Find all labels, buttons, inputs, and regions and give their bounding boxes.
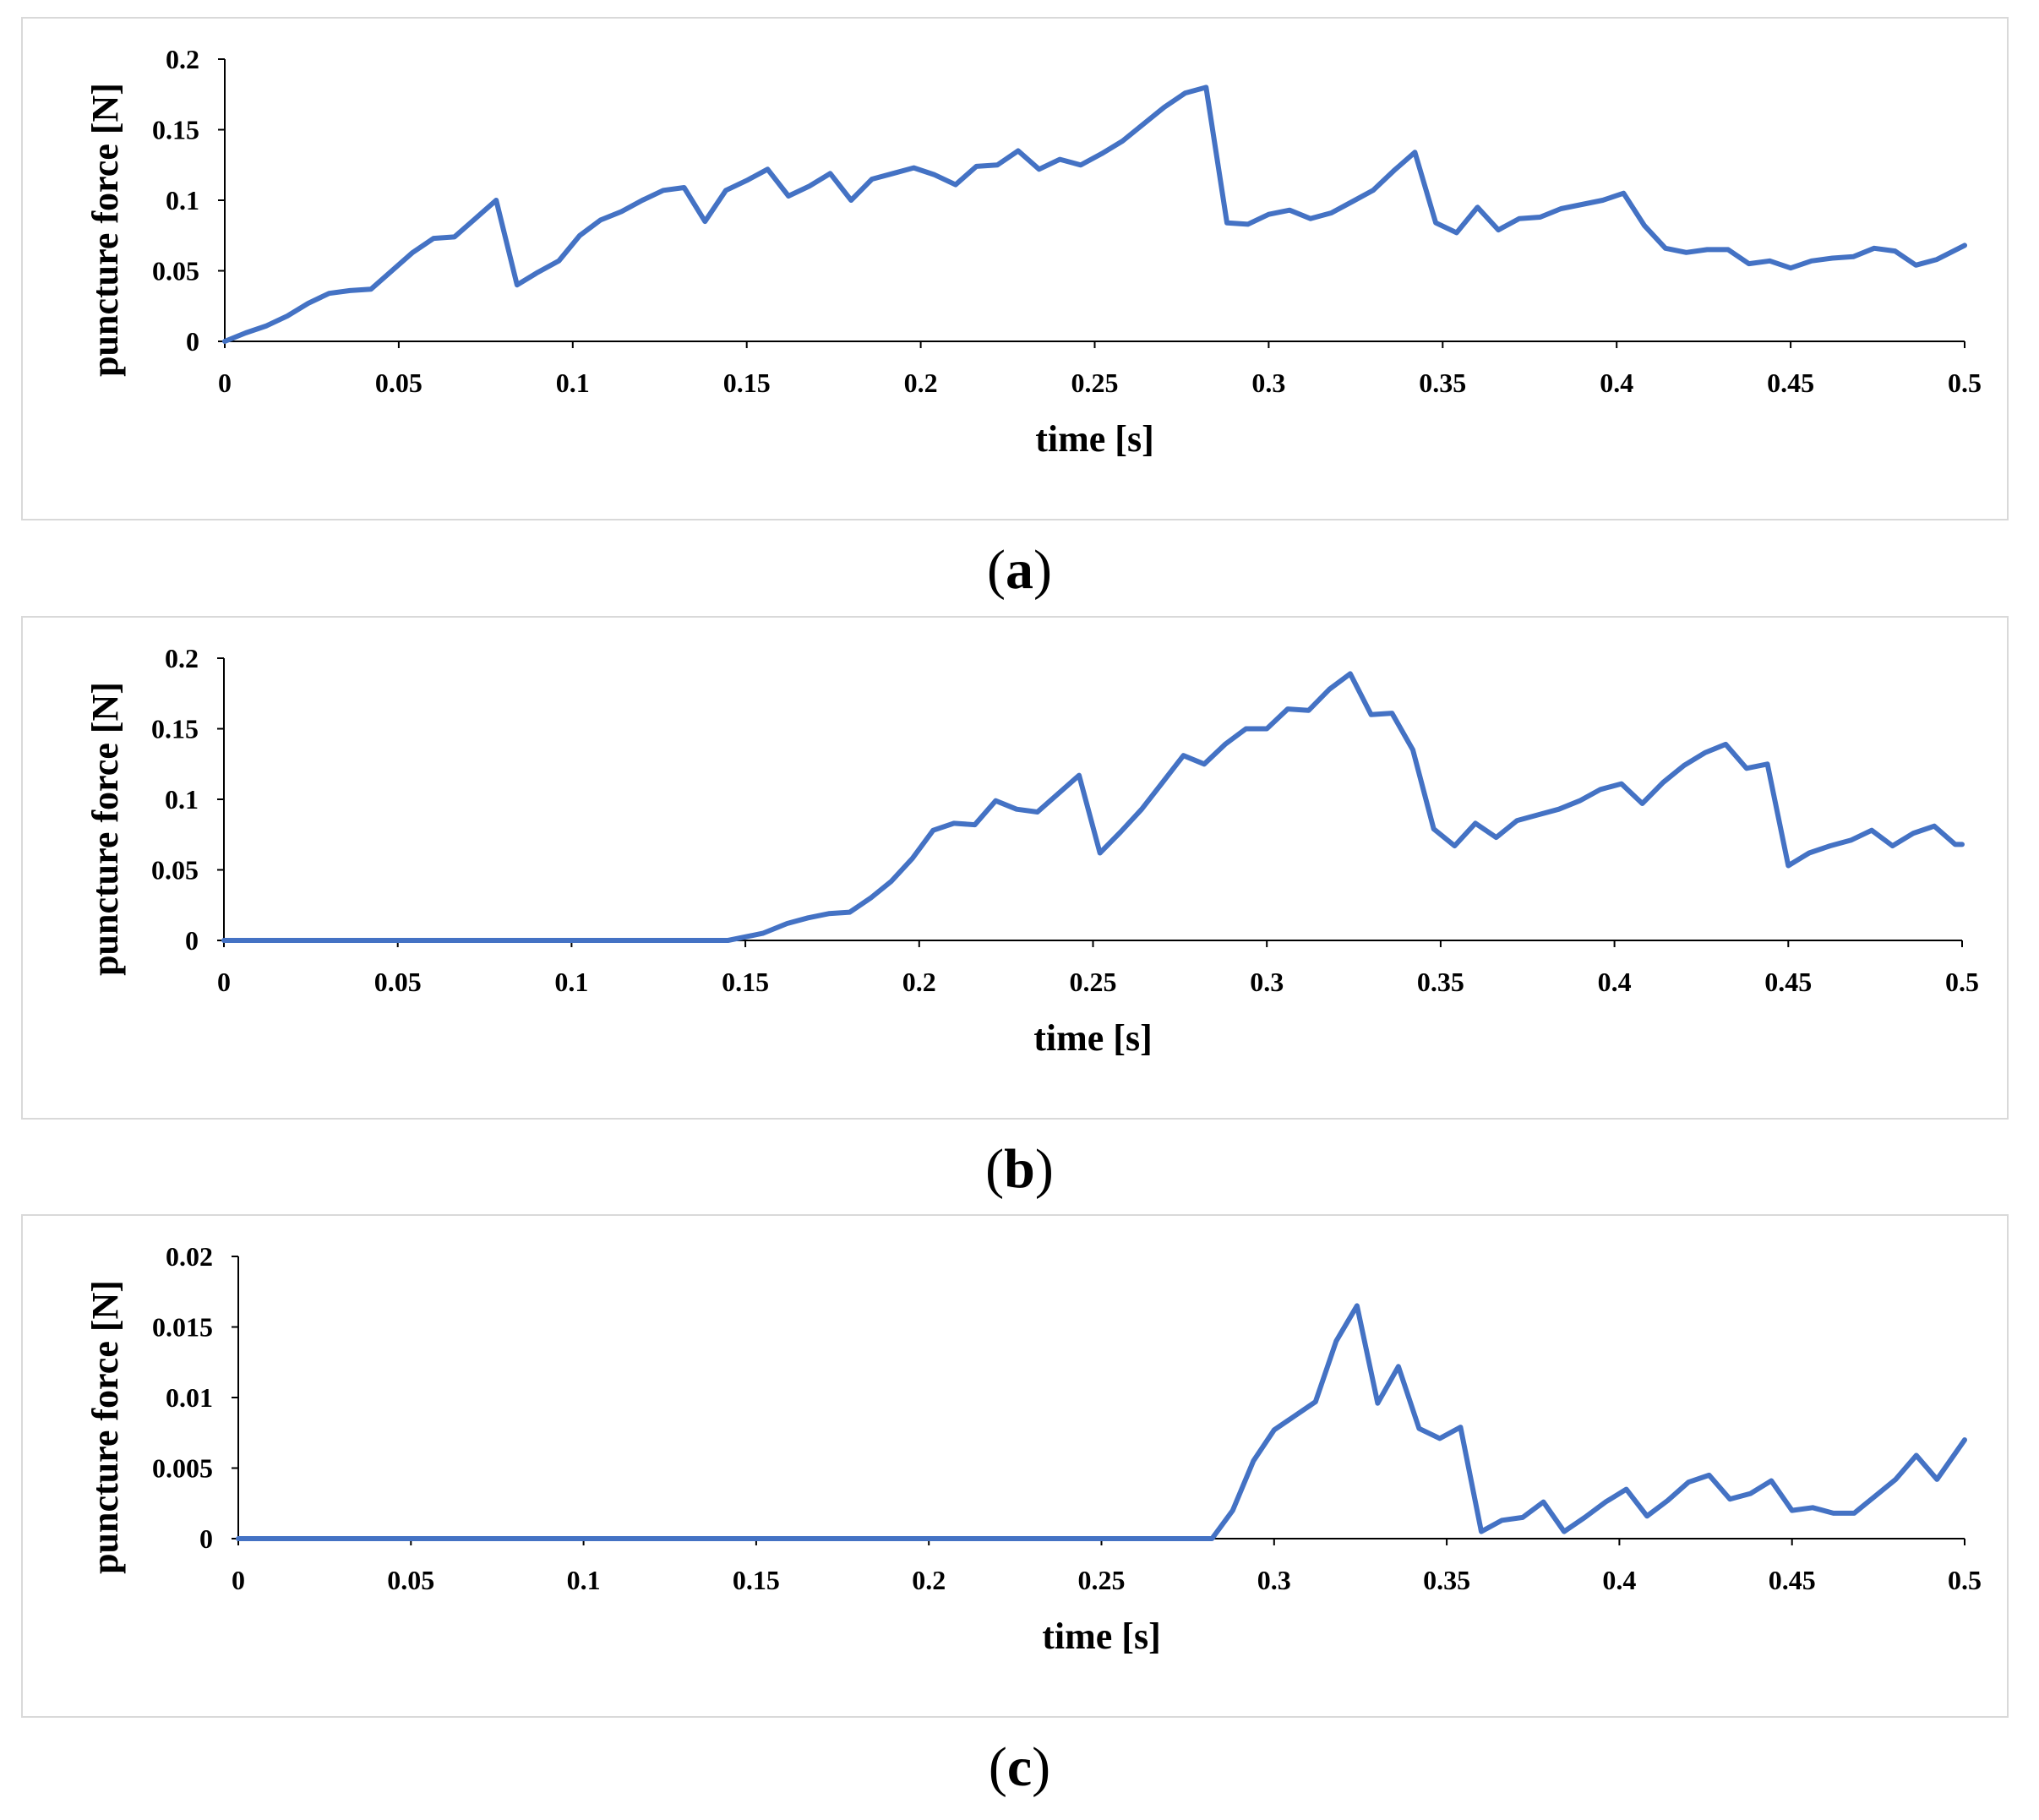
x-tick-label: 0.3 <box>1257 1565 1291 1595</box>
y-tick-label: 0.1 <box>165 784 199 815</box>
x-tick-label: 0.1 <box>554 967 588 997</box>
x-tick-label: 0 <box>217 967 231 997</box>
x-tick-label: 0.5 <box>1945 967 1979 997</box>
x-tick-label: 0.05 <box>375 368 423 398</box>
y-tick-label: 0.1 <box>166 185 199 215</box>
x-tick-label: 0.35 <box>1417 967 1464 997</box>
y-axis-label: puncture force [N] <box>85 83 126 377</box>
chart-panel-b: 0 0.05 0.1 0.15 0.2 0 0.05 0.1 0.15 0.2 0.25 0.3 0.3… <box>21 616 2009 1120</box>
series-line <box>236 1303 1967 1541</box>
x-tick-label: 0.5 <box>1948 1565 1982 1595</box>
y-tick-label: 0.15 <box>152 115 199 145</box>
x-tick-label: 0.4 <box>1602 1565 1636 1595</box>
x-tick-label: 0.35 <box>1419 368 1466 398</box>
y-tick-label: 0.2 <box>166 44 199 74</box>
y-tick-label: 0.015 <box>152 1312 213 1343</box>
caption-a: (a) <box>987 539 1052 601</box>
y-axis-label: puncture force [N] <box>85 682 126 976</box>
x-tick-label: 0.45 <box>1764 967 1812 997</box>
x-tick-label: 0.2 <box>912 1565 946 1595</box>
x-axis-label: time [s] <box>1042 1616 1161 1657</box>
x-tick-label: 0.2 <box>902 967 936 997</box>
y-tick-label: 0.02 <box>166 1241 213 1272</box>
x-tick-label: 0.2 <box>904 368 938 398</box>
y-tick-label: 0 <box>199 1523 213 1554</box>
chart-a: 0 0.05 0.1 0.15 0.2 0 0.05 0.1 0.15 0.2 0.25 0.3 0.3… <box>85 44 1982 460</box>
y-axis-label: puncture force [N] <box>85 1280 126 1574</box>
y-tick-label: 0.05 <box>151 855 199 885</box>
x-tick-label: 0.25 <box>1070 967 1117 997</box>
y-tick-label: 0.01 <box>166 1382 213 1413</box>
y-tick-label: 0 <box>186 326 199 357</box>
x-tick-label: 0.15 <box>722 967 769 997</box>
y-tick-label: 0.15 <box>151 714 199 744</box>
chart-b: 0 0.05 0.1 0.15 0.2 0 0.05 0.1 0.15 0.2 0.25 0.3 0.3… <box>85 643 1979 1059</box>
x-tick-label: 0.05 <box>374 967 422 997</box>
x-tick-label: 0.15 <box>733 1565 780 1595</box>
x-tick-label: 0.3 <box>1251 368 1285 398</box>
x-axis-label: time [s] <box>1035 418 1154 460</box>
x-tick-label: 0.25 <box>1071 368 1119 398</box>
y-tick-label: 0.2 <box>165 643 199 673</box>
x-tick-label: 0.05 <box>387 1565 434 1595</box>
x-axis-label: time [s] <box>1033 1017 1153 1059</box>
x-tick-label: 0.15 <box>723 368 771 398</box>
x-tick-label: 0.3 <box>1250 967 1284 997</box>
x-tick-label: 0.4 <box>1600 368 1633 398</box>
caption-b: (b) <box>985 1138 1054 1200</box>
x-tick-label: 0.35 <box>1423 1565 1470 1595</box>
x-tick-label: 0 <box>232 1565 245 1595</box>
x-tick-label: 0.1 <box>567 1565 601 1595</box>
x-tick-label: 0.45 <box>1769 1565 1816 1595</box>
y-tick-label: 0.005 <box>152 1453 213 1484</box>
y-tick-label: 0 <box>185 925 199 956</box>
x-tick-label: 0.5 <box>1948 368 1982 398</box>
series-line <box>222 84 1967 344</box>
x-tick-label: 0.25 <box>1078 1565 1126 1595</box>
caption-c: (c) <box>988 1736 1051 1798</box>
y-tick-label: 0.05 <box>152 256 199 286</box>
x-tick-label: 0.45 <box>1767 368 1814 398</box>
x-tick-label: 0.1 <box>556 368 590 398</box>
chart-c: 0 0.005 0.01 0.015 0.02 0 0.05 0.1 0.15 0.2 0.25 0.… <box>85 1241 1982 1657</box>
chart-panel-c: 0 0.005 0.01 0.015 0.02 0 0.05 0.1 0.15 0.2 0.25 0.… <box>21 1214 2009 1718</box>
x-tick-label: 0 <box>218 368 232 398</box>
series-line <box>221 671 1965 943</box>
chart-panel-a: 0 0.05 0.1 0.15 0.2 0 0.05 0.1 0.15 0.2 0.25 0.3 0.3… <box>21 17 2009 520</box>
x-tick-label: 0.4 <box>1598 967 1632 997</box>
